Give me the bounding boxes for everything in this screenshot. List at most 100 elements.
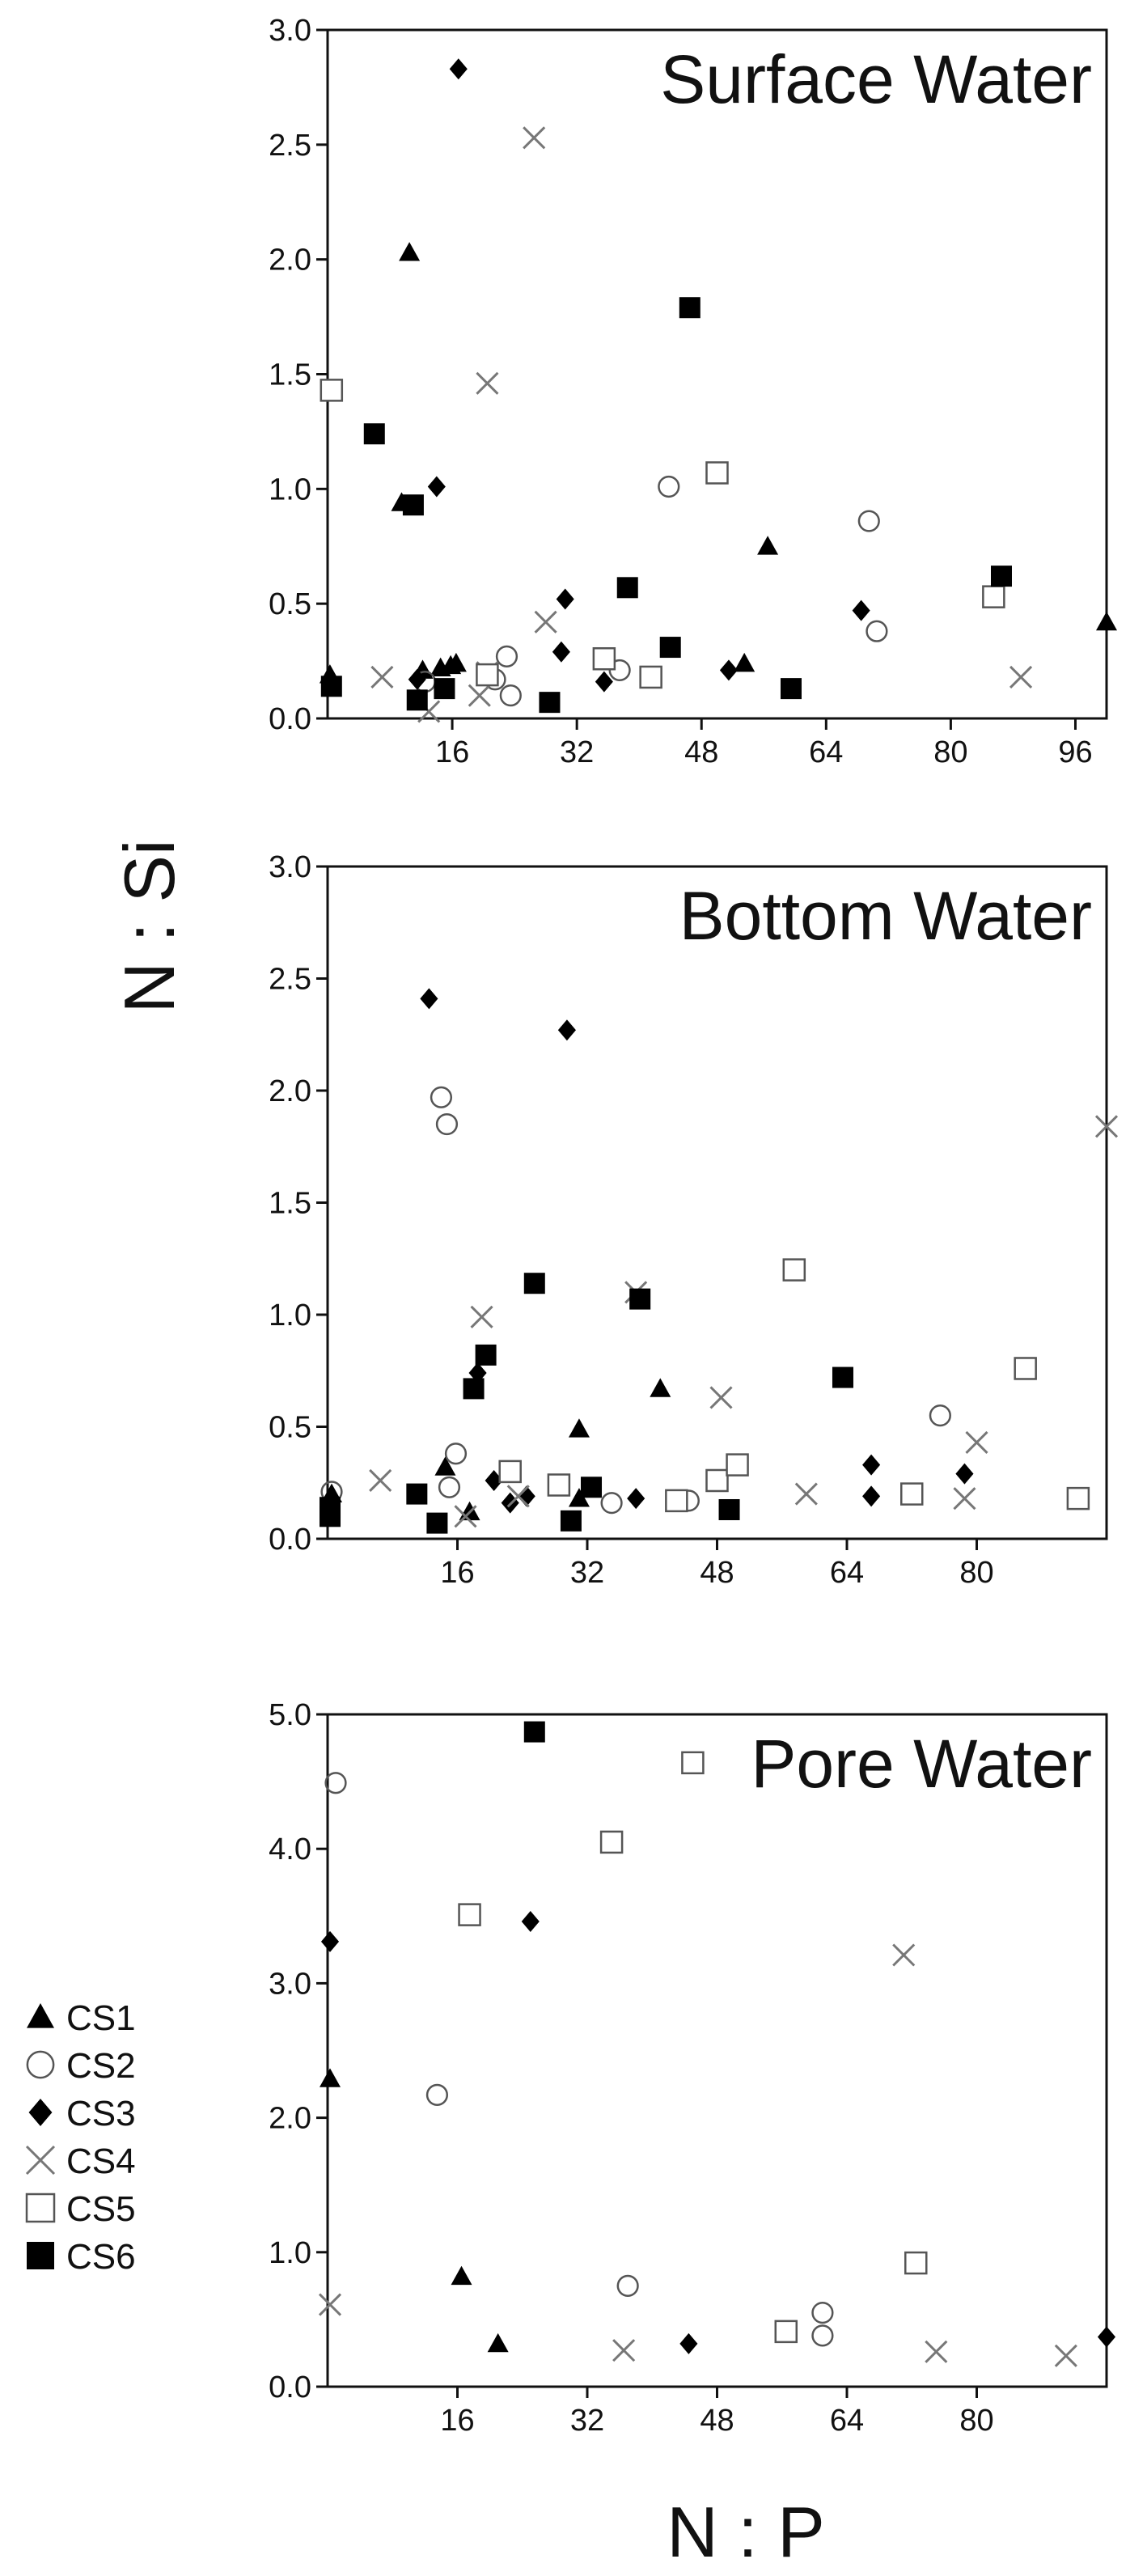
x-axis-title: N : P: [667, 2492, 825, 2572]
y-tick-label: 2.5: [269, 129, 311, 163]
y-axis-title: N : Si: [109, 839, 189, 1013]
legend-label: CS3: [66, 2094, 136, 2133]
data-point: [552, 641, 570, 663]
series-cs6: [320, 297, 1012, 714]
plot-frame: [326, 1713, 1108, 2388]
y-tick-label: 0.5: [269, 587, 311, 621]
data-point: [705, 461, 729, 485]
data-point: [425, 2083, 449, 2106]
data-point: [616, 2274, 639, 2297]
data-point: [430, 1086, 453, 1108]
data-point: [900, 1482, 924, 1506]
data-point: [719, 659, 738, 681]
data-point: [498, 1460, 522, 1484]
legend-label: CS5: [66, 2189, 136, 2229]
y-tick-label: 3.0: [269, 1967, 311, 2001]
data-point: [458, 1903, 481, 1926]
y-tick-label: 1.5: [269, 358, 311, 392]
data-point: [1014, 1357, 1037, 1380]
data-point: [965, 1430, 988, 1454]
x-tick-label: 64: [830, 1556, 864, 1590]
series-cs5: [320, 379, 1005, 689]
data-point: [449, 58, 468, 80]
data-point: [650, 1378, 671, 1397]
legend-label: CS1: [66, 1998, 136, 2038]
data-point: [539, 692, 561, 714]
x-tick-label: 80: [933, 735, 967, 769]
data-point: [406, 689, 428, 711]
x-tick-label: 48: [700, 2404, 734, 2438]
data-point: [547, 1473, 571, 1497]
data-point: [612, 2339, 636, 2362]
data-point: [904, 2251, 928, 2275]
series-cs3: [420, 988, 974, 1514]
data-point: [454, 1505, 477, 1528]
data-point: [734, 652, 755, 672]
x-tick-label: 16: [440, 2404, 474, 2438]
data-point: [568, 1418, 590, 1438]
data-point: [1096, 611, 1117, 631]
data-point: [485, 1469, 503, 1491]
data-point: [705, 1468, 729, 1493]
data-point: [369, 1468, 392, 1493]
panel-bottom-water: 0.0 0.5 1.0 1.5 2.0 2.5 3.0 16 32 48 64 80 Bottom Wa…: [269, 850, 1119, 1590]
data-point: [1009, 665, 1033, 689]
data-point: [470, 1305, 493, 1328]
x-tick-label: 80: [959, 1556, 993, 1590]
series-cs4: [369, 1115, 1119, 1528]
data-point: [523, 1721, 545, 1743]
data-point: [892, 1943, 916, 1967]
series-cs5: [458, 1751, 928, 2344]
y-tick-label: 1.0: [269, 472, 311, 506]
y-tick-label: 1.0: [269, 1299, 311, 1332]
data-point: [463, 1378, 485, 1400]
data-point: [953, 1487, 976, 1510]
data-point: [811, 2324, 834, 2347]
panel-surface-water: 0.0 0.5 1.0 1.5 2.0 2.5 3.0 16 32 48 64 80 96 Surface…: [269, 14, 1117, 769]
data-point: [451, 2265, 472, 2286]
y-tick-label: 0.0: [269, 702, 311, 736]
y-tick-label: 2.0: [269, 244, 311, 278]
data-point: [782, 1258, 806, 1282]
data-point: [320, 2068, 341, 2087]
data-point: [444, 1443, 468, 1465]
data-point: [629, 1288, 651, 1310]
x-tick-label: 16: [435, 735, 469, 769]
data-point: [370, 665, 394, 689]
legend-marker-cs5: [25, 2193, 56, 2223]
data-point: [862, 1454, 881, 1476]
data-point: [476, 663, 499, 687]
data-point: [435, 1112, 459, 1136]
panel-title: Bottom Water: [679, 878, 1092, 954]
data-point: [990, 566, 1012, 587]
data-point: [402, 494, 424, 516]
data-point: [639, 665, 662, 689]
data-point: [506, 1485, 530, 1508]
y-tick-label: 2.0: [269, 2102, 311, 2136]
y-tick-label: 0.0: [269, 1523, 311, 1557]
y-tick-label: 5.0: [269, 1698, 311, 1732]
series-cs1: [320, 2068, 509, 2353]
series-cs3: [320, 1910, 1116, 2354]
data-point: [434, 1456, 456, 1476]
data-point: [600, 1492, 623, 1515]
data-point: [468, 1362, 487, 1384]
data-point: [426, 1512, 448, 1534]
series-cs6: [320, 1273, 853, 1534]
data-point: [866, 620, 888, 642]
data-point: [434, 678, 455, 700]
data-point: [679, 297, 700, 319]
data-point: [406, 1483, 428, 1505]
panel-title: Pore Water: [751, 1726, 1092, 1802]
plot-frame: [326, 865, 1108, 1540]
data-point: [832, 1366, 853, 1388]
data-point: [363, 423, 385, 445]
data-point: [399, 242, 421, 261]
data-point: [1097, 2326, 1116, 2348]
x-tick-label: 48: [700, 1556, 734, 1590]
y-tick-label: 2.0: [269, 1074, 311, 1108]
data-point: [557, 1019, 576, 1041]
data-point: [523, 1273, 545, 1294]
data-point: [616, 577, 638, 599]
legend-marker-cs3: [28, 2099, 53, 2126]
